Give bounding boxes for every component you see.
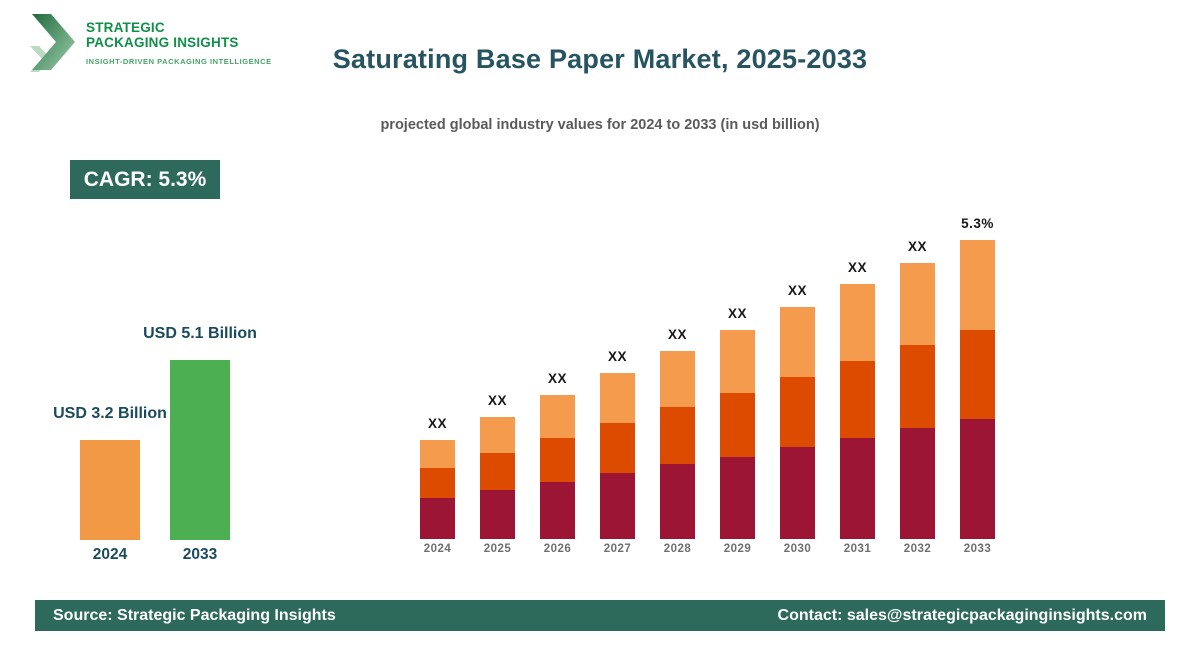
stacked-bar — [960, 240, 995, 539]
bar-segment-segment-middle — [600, 423, 635, 473]
bar-segment-segment-middle — [660, 407, 695, 464]
stacked-bar-value-label: 5.3% — [961, 216, 994, 231]
bar-segment-segment-bottom — [660, 464, 695, 539]
stacked-bar-year-label: 2031 — [843, 543, 872, 555]
stacked-bar-value-label: XX — [487, 393, 507, 408]
stacked-bar-value-label: XX — [427, 416, 447, 431]
summary-value-label: USD 3.2 Billion — [53, 405, 167, 422]
footer-source: Source: Strategic Packaging Insights — [53, 606, 336, 624]
stacked-bar-year-label: 2032 — [903, 543, 932, 555]
bar-segment-segment-middle — [540, 438, 575, 482]
bar-segment-segment-top — [660, 351, 695, 407]
bar-segment-segment-middle — [900, 345, 935, 428]
stacked-bar-value-label: XX — [787, 283, 807, 298]
stacked-bar-year-label: 2025 — [483, 543, 512, 555]
bar-segment-segment-bottom — [600, 473, 635, 539]
bar-segment-segment-middle — [960, 330, 995, 419]
stacked-bar — [900, 263, 935, 539]
bar-segment-segment-bottom — [420, 498, 455, 539]
bar-segment-segment-middle — [420, 468, 455, 498]
stacked-bar — [600, 373, 635, 539]
bar-segment-segment-middle — [720, 393, 755, 457]
stacked-bar — [780, 307, 815, 539]
summary-bar — [170, 360, 230, 540]
stacked-bar — [540, 395, 575, 539]
bar-segment-segment-bottom — [480, 490, 515, 539]
summary-year-label: 2033 — [182, 546, 218, 563]
bar-segment-segment-bottom — [900, 428, 935, 539]
bar-segment-segment-top — [540, 395, 575, 438]
stacked-bar-year-label: 2028 — [663, 543, 692, 555]
brand-text: STRATEGIC PACKAGING INSIGHTS INSIGHT-DRI… — [86, 14, 272, 66]
stacked-bar-year-label: 2026 — [543, 543, 572, 555]
summary-year-label: 2024 — [92, 546, 128, 563]
summary-bar — [80, 440, 140, 540]
bar-segment-segment-top — [720, 330, 755, 393]
bar-segment-segment-top — [840, 284, 875, 361]
stacked-bar — [480, 417, 515, 539]
page-subtitle: projected global industry values for 202… — [380, 117, 820, 133]
stacked-bar-value-label: XX — [727, 306, 747, 321]
stacked-bar-year-label: 2024 — [423, 543, 452, 555]
bar-segment-segment-bottom — [960, 419, 995, 539]
stacked-bar — [660, 351, 695, 539]
bar-segment-segment-bottom — [840, 438, 875, 539]
stacked-bar-value-label: XX — [907, 239, 927, 254]
bar-segment-segment-bottom — [720, 457, 755, 539]
bar-segment-segment-top — [780, 307, 815, 377]
bar-segment-segment-middle — [840, 361, 875, 438]
bar-segment-segment-top — [900, 263, 935, 345]
stacked-bar-year-label: 2027 — [603, 543, 632, 555]
bar-segment-segment-top — [420, 440, 455, 468]
stacked-bar — [720, 330, 755, 539]
bar-segment-segment-top — [960, 240, 995, 330]
bar-segment-segment-bottom — [540, 482, 575, 539]
stacked-bar-value-label: XX — [667, 327, 687, 342]
stacked-bar-year-label: 2030 — [783, 543, 812, 555]
page-title: Saturating Base Paper Market, 2025-2033 — [332, 44, 868, 74]
footer-contact: Contact: sales@strategicpackaginginsight… — [777, 606, 1147, 624]
cagr-badge: CAGR: 5.3% — [70, 160, 220, 199]
bar-segment-segment-top — [480, 417, 515, 453]
bar-segment-segment-bottom — [780, 447, 815, 539]
summary-value-label: USD 5.1 Billion — [143, 325, 257, 342]
bar-segment-segment-top — [600, 373, 635, 423]
stacked-bar — [840, 284, 875, 539]
bar-segment-segment-middle — [780, 377, 815, 447]
stacked-bar-value-label: XX — [847, 260, 867, 275]
brand-name-line2: PACKAGING INSIGHTS — [86, 34, 239, 50]
stacked-bar-year-label: 2033 — [963, 543, 992, 555]
double-chevron-right-icon — [30, 14, 76, 77]
brand-logo: STRATEGIC PACKAGING INSIGHTS INSIGHT-DRI… — [30, 14, 272, 77]
stacked-bar — [420, 440, 455, 539]
footer-bar: Source: Strategic Packaging Insights Con… — [35, 600, 1165, 631]
brand-tagline: INSIGHT-DRIVEN PACKAGING INTELLIGENCE — [86, 56, 272, 66]
stacked-bar-year-label: 2029 — [723, 543, 752, 555]
brand-name-line1: STRATEGIC — [86, 20, 165, 35]
bar-segment-segment-middle — [480, 453, 515, 490]
stacked-bar-value-label: XX — [547, 371, 567, 386]
stacked-bar-value-label: XX — [607, 349, 627, 364]
